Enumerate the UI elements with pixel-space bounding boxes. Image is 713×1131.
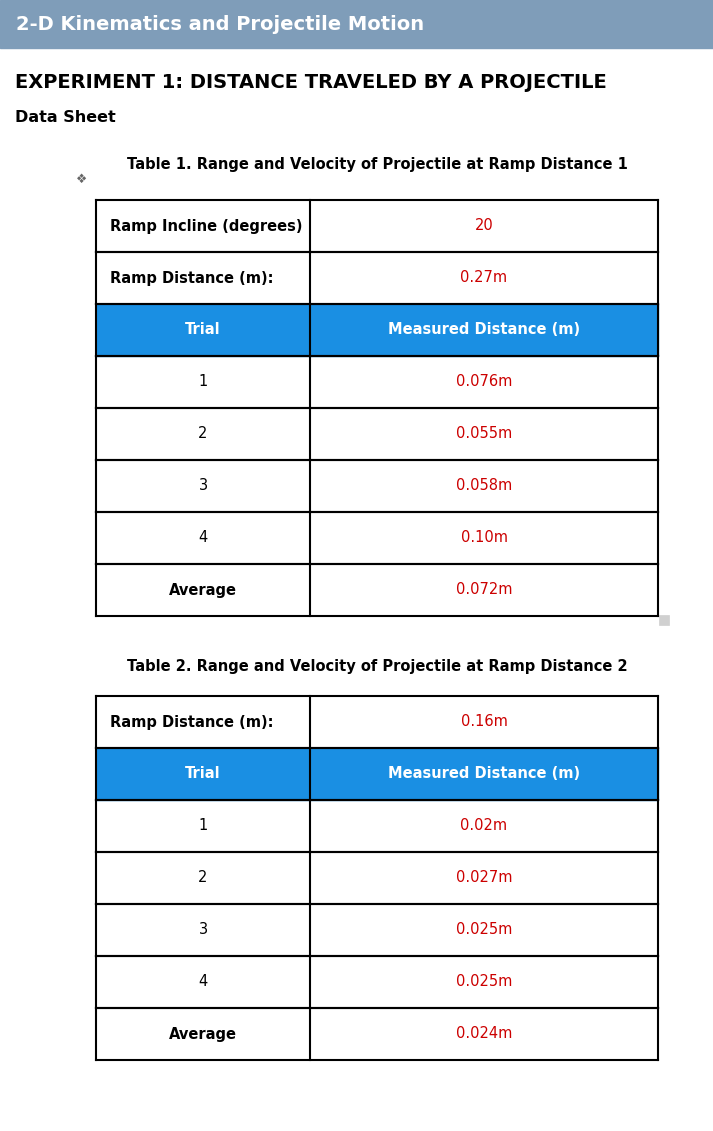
Text: Table 1. Range and Velocity of Projectile at Ramp Distance 1: Table 1. Range and Velocity of Projectil… bbox=[127, 157, 627, 173]
Bar bbox=[659, 615, 669, 625]
Bar bbox=[96, 304, 658, 356]
Text: 2-D Kinematics and Projectile Motion: 2-D Kinematics and Projectile Motion bbox=[16, 15, 424, 34]
Text: 0.072m: 0.072m bbox=[456, 582, 512, 597]
Text: Data Sheet: Data Sheet bbox=[15, 111, 116, 126]
Text: 4: 4 bbox=[198, 975, 207, 990]
Bar bbox=[96, 748, 658, 800]
Text: 0.076m: 0.076m bbox=[456, 374, 512, 389]
Text: 0.16m: 0.16m bbox=[461, 715, 508, 729]
Text: Ramp Incline (degrees): Ramp Incline (degrees) bbox=[110, 218, 302, 233]
Text: 1: 1 bbox=[198, 374, 207, 389]
Text: 0.27m: 0.27m bbox=[461, 270, 508, 285]
Text: Measured Distance (m): Measured Distance (m) bbox=[388, 322, 580, 337]
Text: Trial: Trial bbox=[185, 767, 221, 782]
Text: 20: 20 bbox=[475, 218, 493, 233]
Text: 1: 1 bbox=[198, 819, 207, 834]
Text: 2: 2 bbox=[198, 426, 207, 441]
Text: Average: Average bbox=[169, 1027, 237, 1042]
Text: Average: Average bbox=[169, 582, 237, 597]
Text: 0.024m: 0.024m bbox=[456, 1027, 512, 1042]
Text: Measured Distance (m): Measured Distance (m) bbox=[388, 767, 580, 782]
Text: Ramp Distance (m):: Ramp Distance (m): bbox=[110, 270, 274, 285]
Text: 0.055m: 0.055m bbox=[456, 426, 512, 441]
Text: 0.025m: 0.025m bbox=[456, 923, 512, 938]
Text: Trial: Trial bbox=[185, 322, 221, 337]
Text: 3: 3 bbox=[198, 478, 207, 493]
Bar bbox=[0, 0, 713, 48]
Text: ❖: ❖ bbox=[76, 173, 88, 185]
Text: 2: 2 bbox=[198, 871, 207, 886]
Text: Table 2. Range and Velocity of Projectile at Ramp Distance 2: Table 2. Range and Velocity of Projectil… bbox=[127, 658, 627, 673]
Text: 4: 4 bbox=[198, 530, 207, 545]
Text: 0.025m: 0.025m bbox=[456, 975, 512, 990]
Text: 0.10m: 0.10m bbox=[461, 530, 508, 545]
Text: Ramp Distance (m):: Ramp Distance (m): bbox=[110, 715, 274, 729]
Text: EXPERIMENT 1: DISTANCE TRAVELED BY A PROJECTILE: EXPERIMENT 1: DISTANCE TRAVELED BY A PRO… bbox=[15, 72, 607, 92]
Text: 0.058m: 0.058m bbox=[456, 478, 512, 493]
Text: 3: 3 bbox=[198, 923, 207, 938]
Text: 0.027m: 0.027m bbox=[456, 871, 512, 886]
Text: 0.02m: 0.02m bbox=[461, 819, 508, 834]
